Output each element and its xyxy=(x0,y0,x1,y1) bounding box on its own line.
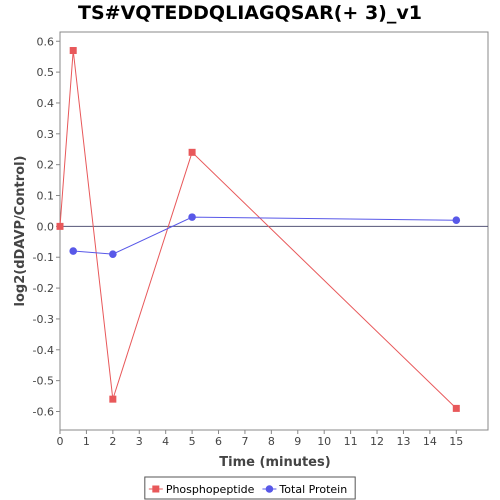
x-tick-label: 1 xyxy=(83,435,90,448)
x-tick-label: 14 xyxy=(423,435,437,448)
y-tick-label: 0.1 xyxy=(37,190,55,203)
x-tick-label: 8 xyxy=(268,435,275,448)
y-tick-label: 0.0 xyxy=(37,220,55,233)
y-axis-label: log2(dDAVP/Control) xyxy=(13,156,28,307)
x-axis-label: Time (minutes) xyxy=(219,455,330,470)
x-tick-label: 0 xyxy=(57,435,64,448)
x-tick-label: 12 xyxy=(370,435,384,448)
phosphopeptide-point xyxy=(452,404,460,412)
y-tick-label: 0.3 xyxy=(37,128,55,141)
phosphopeptide-point xyxy=(109,395,117,403)
legend-box xyxy=(144,476,356,500)
x-tick-label: 11 xyxy=(344,435,358,448)
plot-area xyxy=(59,31,489,431)
y-tick-label: -0.2 xyxy=(33,282,54,295)
y-tick-label: 0.4 xyxy=(37,97,55,110)
x-tick-label: 9 xyxy=(294,435,301,448)
total-protein-point xyxy=(188,213,196,221)
phosphopeptide-point xyxy=(69,47,77,55)
y-tick-label: -0.5 xyxy=(33,375,54,388)
y-tick-label: 0.2 xyxy=(37,159,55,172)
phosphopeptide-point xyxy=(56,222,64,230)
chart-title: TS#VQTEDDQLIAGQSAR(+ 3)_v1 xyxy=(78,2,422,24)
total-protein-legend-marker xyxy=(265,485,274,493)
x-tick-label: 15 xyxy=(449,435,463,448)
total-protein-legend-label: Total Protein xyxy=(278,483,347,496)
y-tick-label: 0.6 xyxy=(37,35,55,48)
y-tick-label: -0.6 xyxy=(33,405,54,418)
x-tick-label: 6 xyxy=(215,435,222,448)
x-tick-label: 10 xyxy=(317,435,331,448)
x-tick-label: 2 xyxy=(109,435,116,448)
x-tick-label: 5 xyxy=(189,435,196,448)
x-tick-label: 3 xyxy=(136,435,143,448)
phosphopeptide-point xyxy=(188,148,196,156)
total-protein-point xyxy=(109,250,117,258)
x-tick-label: 13 xyxy=(396,435,410,448)
y-tick-label: -0.1 xyxy=(33,251,54,264)
phosphopeptide-legend-label: Phosphopeptide xyxy=(166,483,255,496)
y-tick-label: -0.3 xyxy=(33,313,54,326)
y-tick-label: -0.4 xyxy=(33,344,54,357)
y-tick-label: 0.5 xyxy=(37,66,55,79)
total-protein-series-line xyxy=(73,216,457,255)
total-protein-point xyxy=(69,247,78,255)
legend: Phosphopeptide Total Protein xyxy=(144,476,356,500)
phosphopeptide-legend-marker xyxy=(152,485,160,493)
x-tick-label: 7 xyxy=(241,435,248,448)
x-tick-label: 4 xyxy=(162,435,169,448)
ticks-layer: 0 1 2 3 4 5 6 7 8 9 10 11 12 13 14 15-0.6-0.5-0.4-0.3-0… xyxy=(33,35,464,448)
series-layer xyxy=(56,47,461,412)
total-protein-point xyxy=(452,216,461,225)
